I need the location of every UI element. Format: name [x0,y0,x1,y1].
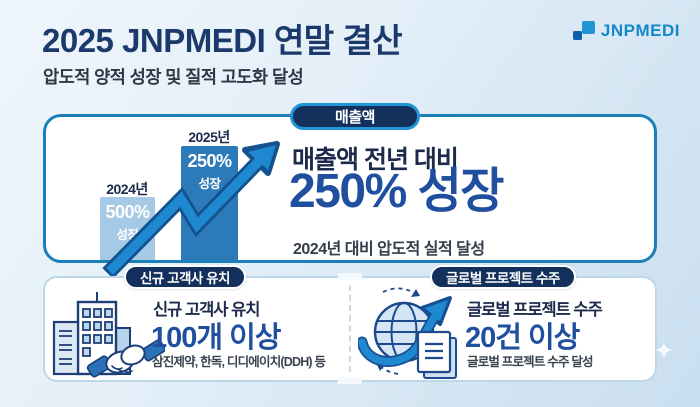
clients-caption: 삼진제약, 한독, 디디에이치(DDH) 등 [152,355,326,369]
bar-label-2025: 2025년 [188,129,230,145]
revenue-headline: 매출액 전년 대비 [292,146,459,174]
company-logo: JNPMEDI [572,19,680,43]
growth-arrow-icon [102,141,280,279]
page-title: 2025 JNPMEDI 연말 결산 [42,22,403,59]
global-caption: 글로벌 프로젝트 수주 달성 [467,355,594,369]
bar-label-2024: 2024년 [106,181,148,197]
revenue-caption: 2024년 대비 압도적 실적 달성 [293,241,485,258]
clients-heading: 신규 고객사 유치 [153,301,260,319]
global-heading: 글로벌 프로젝트 수주 [467,301,603,319]
buildings-handshake-icon [52,292,165,378]
clients-badge: 신규 고객사 유치 [124,265,246,289]
clients-highlight: 100개 이상 [151,322,281,354]
bar-2025-value: 250% [187,151,232,171]
global-highlight: 20건 이상 [465,322,580,354]
globe-arrow-documents-icon [358,287,457,379]
bar-2024-value: 500% [105,202,150,222]
bar-2025-suffix: 성장 [198,177,221,191]
logo-wordmark: JNPMEDI [600,21,680,40]
revenue-badge: 매출액 [290,103,420,130]
jnpmedi-logo-icon [572,19,596,43]
global-badge: 글로벌 프로젝트 수주 [430,265,576,289]
panel-top-notch [338,273,362,280]
sparkle-icon [655,341,673,359]
revenue-highlight: 250% 성장 [289,165,504,218]
panel-divider [349,285,351,372]
page-subtitle: 압도적 양적 성장 및 질적 고도화 달성 [43,67,304,87]
panel-bottom-notch [338,377,362,384]
